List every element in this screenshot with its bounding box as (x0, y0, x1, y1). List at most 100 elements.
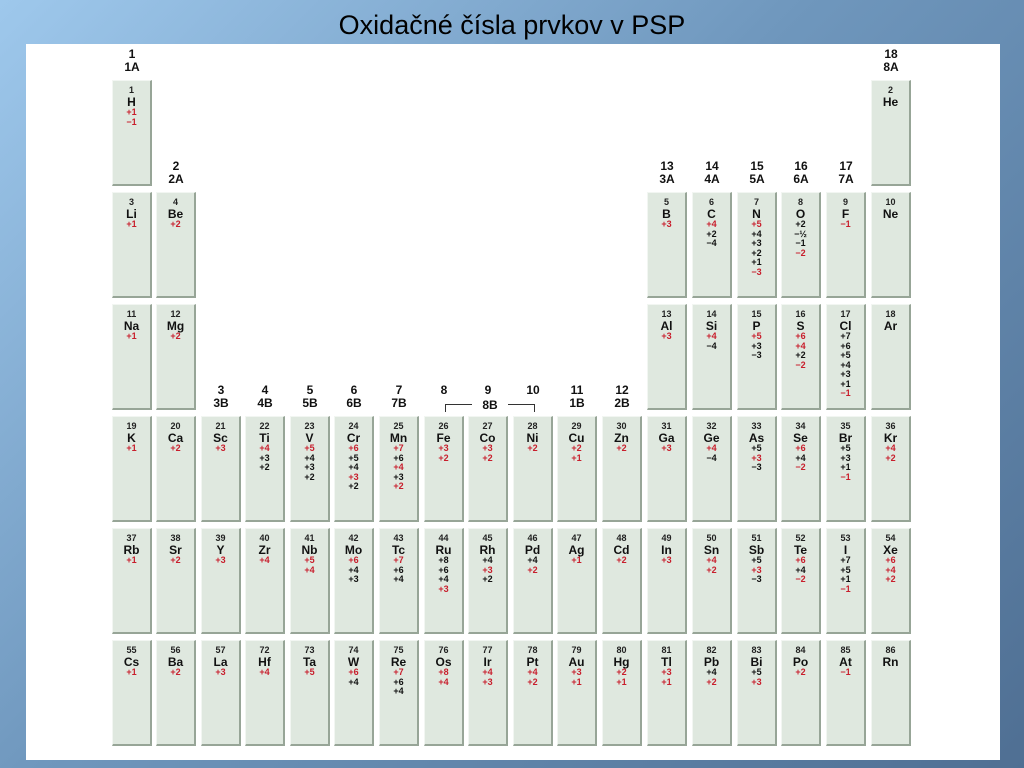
oxidation-state: +6 (393, 676, 404, 687)
element-symbol: Cr (346, 431, 361, 445)
oxidation-state: +4 (706, 331, 717, 341)
element-symbol: Rh (479, 543, 496, 557)
element-symbol: Ge (703, 431, 720, 445)
oxidation-state: +1 (751, 257, 762, 267)
group-number: 17 (839, 159, 853, 173)
atomic-number: 79 (571, 645, 582, 655)
oxidation-state: +2 (438, 452, 449, 463)
element-symbol: Kr (883, 431, 898, 445)
element-cell-as: 33 As +5 +3 −3 (737, 416, 777, 522)
oxidation-state: +3 (751, 340, 762, 351)
oxidation-state: +4 (751, 228, 762, 239)
element-cell-rn: 86 Rn (871, 640, 911, 746)
element-cell-be: 4 Be +2 (156, 192, 196, 298)
oxidation-state: +2 (706, 228, 717, 239)
oxidation-state: +5 (840, 443, 851, 453)
oxidation-state: +4 (438, 676, 449, 687)
element-symbol: Ba (167, 655, 184, 669)
atomic-number: 81 (661, 645, 672, 655)
oxidation-state: +7 (393, 555, 404, 565)
oxidation-state: +2 (527, 564, 538, 575)
element-cell-mn: 25 Mn +7 +6 +4 +3 +2 (379, 416, 419, 522)
element-cell-in: 49 In +3 (647, 528, 687, 634)
oxidation-state: +2 (170, 443, 181, 453)
group-number: 13 (660, 159, 674, 173)
element-cell-au: 79 Au +3 +1 (557, 640, 597, 746)
element-symbol: Mo (344, 543, 363, 557)
oxidation-state: +3 (661, 555, 672, 565)
oxidation-state: −1 (126, 116, 137, 127)
group-label: 1A (124, 60, 140, 74)
group-number: 1 (128, 47, 136, 61)
element-cell-ba: 56 Ba +2 (156, 640, 196, 746)
element-cell-mo: 42 Mo +6 +4 +3 (334, 528, 374, 634)
element-cell-na: 11 Na +1 (112, 304, 152, 410)
element-cell-pb: 82 Pb +4 +2 (692, 640, 732, 746)
element-cell-i: 53 I +7 +5 +1 −1 (826, 528, 866, 634)
element-cell-la: 57 La +3 (201, 640, 241, 746)
element-cell-p: 15 P +5 +3 −3 (737, 304, 777, 410)
element-cell-ne: 10 Ne (871, 192, 911, 298)
element-cell-zr: 40 Zr +4 (245, 528, 285, 634)
element-symbol: Cu (568, 431, 585, 445)
oxidation-state: +4 (885, 564, 896, 575)
oxidation-state: −3 (751, 462, 762, 472)
element-symbol: In (661, 543, 672, 557)
element-symbol: Au (568, 655, 585, 669)
group-header-3: 3 3B (201, 384, 241, 410)
atomic-number: 24 (348, 421, 359, 431)
group-number: 10 (526, 383, 540, 397)
element-cell-cu: 29 Cu +2 +1 (557, 416, 597, 522)
element-cell-ga: 31 Ga +3 (647, 416, 687, 522)
oxidation-state: +8 (438, 555, 449, 565)
element-symbol: As (748, 431, 765, 445)
oxidation-state: +2 (304, 471, 315, 482)
atomic-number: 54 (885, 533, 896, 543)
oxidation-state: +5 (840, 564, 851, 575)
atomic-number: 73 (304, 645, 315, 655)
element-symbol: Hf (258, 655, 271, 669)
oxidation-state: +2 (393, 481, 404, 491)
group-header-14: 14 4A (692, 160, 732, 186)
element-cell-y: 39 Y +3 (201, 528, 241, 634)
element-cell-n: 7 N +5 +4 +3 +2 +1 −3 (737, 192, 777, 298)
oxidation-state: +1 (126, 219, 137, 229)
element-symbol: H (127, 95, 136, 109)
atomic-number: 84 (795, 645, 806, 655)
oxidation-state: +5 (348, 452, 359, 463)
oxidation-state: +3 (661, 331, 672, 341)
oxidation-state: +4 (482, 555, 493, 565)
element-symbol: Y (216, 543, 225, 557)
element-symbol: Al (660, 319, 673, 333)
atomic-number: 21 (215, 421, 226, 431)
oxidation-state: +2 (706, 676, 717, 687)
element-symbol: Tc (391, 543, 406, 557)
atomic-number: 16 (795, 309, 806, 319)
element-cell-s: 16 S +6 +4 +2 −2 (781, 304, 821, 410)
element-symbol: Ar (883, 319, 898, 333)
oxidation-state: +2 (571, 443, 582, 453)
oxidation-state: +4 (304, 564, 315, 575)
group-number: 16 (794, 159, 808, 173)
oxidation-state: +3 (393, 471, 404, 482)
atomic-number: 80 (616, 645, 627, 655)
atomic-number: 25 (393, 421, 404, 431)
oxidation-state: +3 (840, 452, 851, 463)
group-header-16: 16 6A (781, 160, 821, 186)
oxidation-state: +3 (751, 564, 762, 575)
element-symbol: Os (435, 655, 452, 669)
element-symbol: Mn (389, 431, 408, 445)
oxidation-state: +1 (840, 378, 851, 389)
element-cell-c: 6 C +4 +2 −4 (692, 192, 732, 298)
element-cell-cr: 24 Cr +6 +5 +4 +3 +2 (334, 416, 374, 522)
oxidation-state: +2 (795, 219, 806, 229)
oxidation-state: +5 (840, 350, 851, 360)
oxidation-state: +3 (840, 369, 851, 379)
group-number: 7 (395, 383, 403, 397)
oxidation-state: −4 (706, 340, 717, 351)
oxidation-state: +4 (393, 574, 404, 584)
group-number: 4 (261, 383, 269, 397)
element-symbol: La (213, 655, 228, 669)
element-symbol: Cs (123, 655, 140, 669)
oxidation-state: +3 (661, 443, 672, 453)
